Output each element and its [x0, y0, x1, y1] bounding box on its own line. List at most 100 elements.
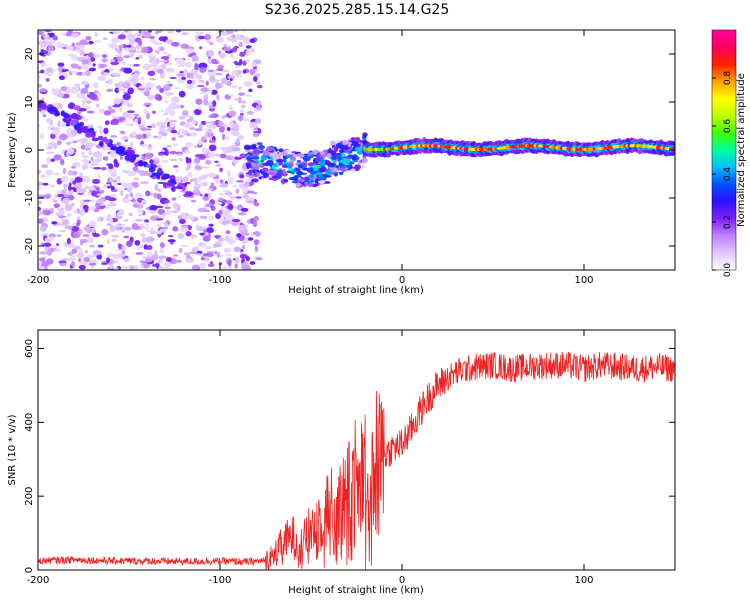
noise-blob	[66, 237, 71, 245]
noise-blob	[149, 230, 157, 235]
noise-blob	[81, 59, 89, 65]
noise-blob	[58, 215, 67, 218]
noise-blob	[74, 176, 83, 183]
noise-blob	[181, 32, 190, 35]
noise-blob	[170, 241, 174, 245]
noise-blob	[39, 42, 45, 49]
noise-blob	[127, 87, 134, 95]
noise-blob	[255, 73, 261, 78]
noise-blob	[83, 199, 91, 202]
noise-blob	[43, 38, 49, 42]
y-tick-label: 0	[24, 567, 35, 573]
streak-blob	[110, 146, 119, 151]
noise-blob	[82, 175, 91, 183]
noise-blob	[72, 105, 81, 111]
noise-blob	[242, 264, 251, 270]
noise-blob	[131, 222, 139, 230]
noise-blob	[187, 171, 193, 178]
noise-blob	[207, 49, 215, 57]
streak-blob	[145, 163, 151, 168]
noise-blob	[233, 61, 239, 64]
noise-blob	[96, 254, 103, 260]
noise-blob	[231, 130, 240, 137]
noise-blob	[171, 136, 176, 141]
noise-blob	[79, 261, 88, 267]
noise-blob	[215, 201, 223, 205]
y-tick-label: 600	[24, 339, 35, 358]
noise-blob	[57, 62, 65, 67]
transition-blob	[252, 149, 261, 155]
noise-blob	[38, 83, 43, 88]
noise-blob	[235, 188, 240, 195]
noise-blob	[226, 127, 231, 131]
transition-blob	[248, 165, 253, 169]
noise-blob	[71, 140, 78, 144]
noise-blob	[140, 180, 150, 185]
noise-blob	[65, 141, 72, 146]
noise-blob	[249, 38, 256, 44]
noise-blob	[194, 165, 203, 171]
noise-blob	[92, 63, 96, 67]
noise-blob	[38, 186, 42, 190]
noise-blob	[71, 260, 75, 268]
noise-blob	[225, 37, 234, 40]
noise-blob	[158, 266, 164, 270]
noise-blob	[256, 84, 263, 89]
noise-blob	[108, 217, 114, 225]
noise-blob	[44, 237, 51, 243]
noise-blob	[122, 266, 129, 269]
noise-blob	[113, 158, 118, 164]
noise-blob	[53, 203, 61, 209]
noise-blob	[207, 188, 213, 191]
noise-blob	[81, 155, 90, 159]
noise-blob	[138, 116, 142, 123]
transition-blob	[315, 172, 323, 175]
noise-blob	[216, 94, 220, 101]
transition-blob	[314, 179, 319, 184]
noise-blob	[81, 80, 89, 86]
noise-blob	[67, 30, 73, 35]
noise-blob	[169, 158, 178, 162]
noise-blob	[146, 244, 153, 251]
noise-blob	[70, 70, 79, 73]
noise-blob	[97, 244, 104, 248]
noise-blob	[148, 146, 154, 149]
noise-blob	[144, 223, 150, 227]
noise-blob	[231, 69, 238, 76]
noise-blob	[51, 198, 56, 201]
noise-blob	[91, 178, 101, 185]
noise-blob	[152, 135, 158, 139]
streak-blob	[181, 184, 186, 191]
noise-blob	[135, 218, 144, 222]
noise-blob	[42, 114, 47, 118]
noise-blob	[78, 228, 83, 235]
transition-blob	[349, 162, 355, 165]
transition-blob	[320, 156, 325, 163]
transition-blob	[352, 159, 359, 163]
colorbar-tick-label: 0.6	[723, 119, 733, 134]
noise-blob	[111, 238, 118, 242]
noise-blob	[117, 88, 125, 92]
noise-blob	[70, 32, 80, 38]
noise-blob	[184, 149, 191, 155]
transition-blob	[355, 140, 359, 146]
noise-blob	[66, 194, 75, 201]
x-tick-label: -200	[27, 275, 50, 286]
noise-blob	[39, 225, 47, 232]
noise-blob	[201, 166, 210, 169]
noise-blob	[50, 158, 56, 162]
noise-blob	[82, 56, 91, 61]
noise-blob	[165, 256, 172, 262]
noise-blob	[154, 93, 162, 101]
transition-blob	[315, 156, 321, 162]
noise-blob	[53, 200, 58, 203]
streak-blob	[134, 162, 140, 167]
transition-blob	[361, 157, 368, 164]
noise-blob	[197, 207, 207, 213]
noise-blob	[190, 73, 194, 80]
noise-blob	[180, 43, 189, 49]
noise-blob	[215, 36, 225, 43]
noise-blob	[177, 233, 184, 239]
noise-blob	[49, 184, 55, 188]
noise-blob	[159, 246, 165, 254]
